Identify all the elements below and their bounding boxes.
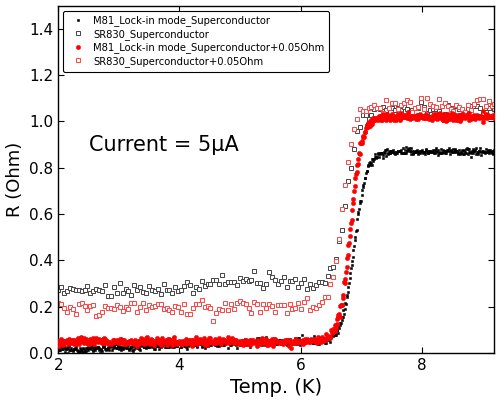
SR830_Superconductor [360, 112, 366, 117]
M81_Lock-in mode_Superconductor+0.05Ohm [480, 109, 486, 114]
SR830_Superconductor+0.05Ohm [492, 101, 498, 106]
M81_Lock-in mode_Superconductor [342, 301, 348, 306]
X-axis label: Temp. (K): Temp. (K) [230, 378, 322, 397]
SR830_Superconductor [108, 294, 114, 299]
SR830_Superconductor+0.05Ohm [198, 297, 204, 302]
SR830_Superconductor [231, 280, 237, 285]
M81_Lock-in mode_Superconductor [179, 340, 185, 345]
Text: Current = 5μA: Current = 5μA [89, 135, 238, 154]
SR830_Superconductor [418, 100, 424, 105]
M81_Lock-in mode_Superconductor [450, 149, 456, 154]
SR830_Superconductor+0.05Ohm [418, 95, 424, 100]
M81_Lock-in mode_Superconductor+0.05Ohm [162, 340, 168, 345]
SR830_Superconductor+0.05Ohm [210, 318, 216, 323]
Line: SR830_Superconductor+0.05Ohm: SR830_Superconductor+0.05Ohm [56, 95, 497, 323]
Line: M81_Lock-in mode_Superconductor: M81_Lock-in mode_Superconductor [57, 146, 496, 355]
M81_Lock-in mode_Superconductor+0.05Ohm [55, 339, 61, 343]
SR830_Superconductor [286, 279, 292, 284]
M81_Lock-in mode_Superconductor [55, 347, 61, 352]
Y-axis label: R (Ohm): R (Ohm) [6, 142, 24, 217]
SR830_Superconductor [202, 284, 207, 289]
SR830_Superconductor [304, 286, 310, 291]
M81_Lock-in mode_Superconductor [396, 149, 402, 154]
SR830_Superconductor+0.05Ohm [304, 296, 310, 301]
M81_Lock-in mode_Superconductor+0.05Ohm [396, 112, 402, 117]
SR830_Superconductor+0.05Ohm [55, 301, 61, 306]
M81_Lock-in mode_Superconductor+0.05Ohm [492, 112, 498, 117]
M81_Lock-in mode_Superconductor [492, 151, 498, 156]
Line: M81_Lock-in mode_Superconductor+0.05Ohm: M81_Lock-in mode_Superconductor+0.05Ohm [56, 109, 496, 350]
M81_Lock-in mode_Superconductor+0.05Ohm [193, 334, 199, 339]
M81_Lock-in mode_Superconductor [403, 145, 409, 150]
M81_Lock-in mode_Superconductor [75, 351, 81, 356]
M81_Lock-in mode_Superconductor+0.05Ohm [449, 111, 455, 116]
M81_Lock-in mode_Superconductor [194, 343, 200, 348]
SR830_Superconductor+0.05Ohm [424, 95, 430, 100]
SR830_Superconductor+0.05Ohm [231, 306, 237, 311]
SR830_Superconductor+0.05Ohm [286, 302, 292, 307]
Legend: M81_Lock-in mode_Superconductor, SR830_Superconductor, M81_Lock-in mode_Supercon: M81_Lock-in mode_Superconductor, SR830_S… [63, 10, 330, 72]
M81_Lock-in mode_Superconductor+0.05Ohm [288, 345, 294, 350]
M81_Lock-in mode_Superconductor+0.05Ohm [178, 342, 184, 347]
SR830_Superconductor [55, 288, 61, 293]
M81_Lock-in mode_Superconductor [162, 341, 168, 346]
M81_Lock-in mode_Superconductor+0.05Ohm [342, 277, 348, 282]
SR830_Superconductor [421, 104, 427, 109]
SR830_Superconductor+0.05Ohm [360, 108, 366, 113]
SR830_Superconductor [492, 107, 498, 112]
Line: SR830_Superconductor: SR830_Superconductor [56, 100, 497, 299]
